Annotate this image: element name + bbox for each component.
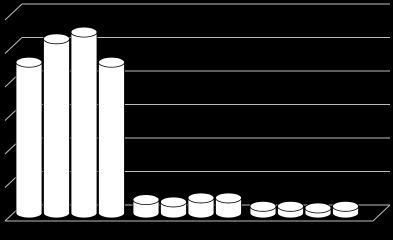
cylinder-top: [215, 192, 242, 204]
cylinder-top: [332, 200, 359, 212]
cylinder-body: [98, 56, 125, 219]
cylinder-top: [249, 200, 277, 212]
floor-right: [372, 204, 391, 222]
grid-line-depth: [4, 3, 23, 21]
cylinder-top: [187, 192, 215, 204]
cylinder-top: [15, 56, 43, 68]
cylinder-body: [43, 33, 70, 219]
cylinder-body: [70, 26, 98, 219]
grid-line-depth: [4, 37, 23, 54]
cylinder-top: [304, 202, 332, 214]
chart: [4, 3, 391, 222]
cylinder-top: [70, 26, 98, 38]
cylinder-top: [98, 56, 125, 68]
cylinder-top: [43, 33, 70, 45]
cylinder-top: [160, 196, 187, 208]
cylinder-body: [15, 56, 43, 219]
cylinder-top: [277, 200, 304, 212]
cylinder-top: [132, 194, 160, 206]
